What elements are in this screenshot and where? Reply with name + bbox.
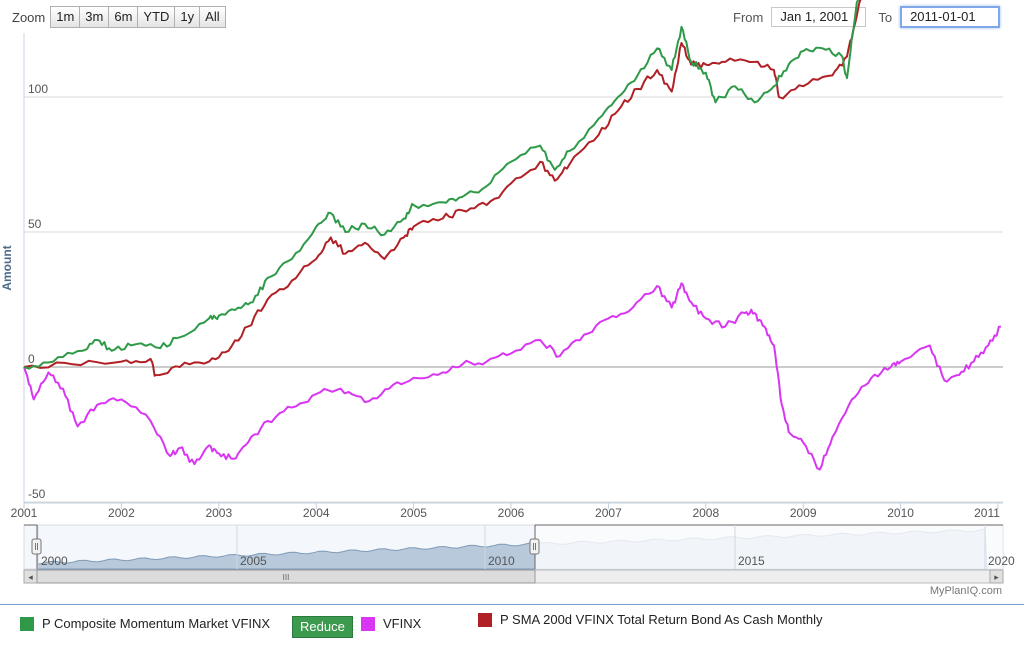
x-tick-label: 2008 (692, 506, 719, 520)
zoom-6m-button[interactable]: 6m (108, 6, 139, 28)
scrollbar[interactable]: ◂ III ▸ (23, 569, 1004, 584)
series-line-p-composite-momentum-market-vfinx (23, 0, 860, 370)
navigator-tick-label: 2005 (240, 554, 267, 568)
legend-divider (0, 604, 1024, 605)
navigator[interactable]: 2000 2005 2010 2015 2020 (23, 524, 1015, 570)
from-label: From (733, 9, 764, 25)
line-chart: -100-50050100150200 20012002200320042005… (0, 0, 1015, 584)
scroll-right-arrow-icon: ▸ (994, 572, 999, 582)
x-tick-label: 2011 (974, 506, 1000, 520)
legend-swatch-magenta (361, 616, 375, 631)
x-tick-label: 2006 (498, 506, 525, 520)
x-tick-label: 2007 (595, 506, 622, 520)
navigator-tick-labels: 2000 2005 2010 2015 2020 (37, 525, 1015, 569)
legend-item-composite[interactable]: P Composite Momentum Market VFINX (20, 616, 270, 631)
legend: P Composite Momentum Market VFINX Reduce… (0, 612, 1024, 646)
from-date-input[interactable]: Jan 1, 2001 (771, 7, 867, 27)
navigator-unselected-area (534, 528, 988, 570)
date-range: From Jan 1, 2001 To 2011-01-01 (733, 6, 1001, 28)
scroll-left-arrow-icon: ◂ (28, 572, 33, 582)
zoom-1m-button[interactable]: 1m (50, 6, 81, 28)
navigator-tick-label: 2010 (488, 554, 515, 568)
scrollbar-thumb[interactable] (36, 569, 536, 584)
x-tick-label: 2010 (887, 506, 914, 520)
zoom-bar: Zoom 1m 3m 6m YTD 1y All (12, 6, 226, 28)
grid-lines (24, 96, 1003, 503)
y-tick-label: 100 (28, 82, 48, 96)
series-lines (23, 0, 1002, 471)
navigator-tick-label: 2000 (41, 554, 68, 568)
navigator-mask (535, 525, 1003, 569)
scrollbar-grip-icon: III (283, 573, 290, 582)
legend-label-vfinx: VFINX (383, 616, 422, 631)
legend-item-sma[interactable]: P SMA 200d VFINX Total Return Bond As Ca… (478, 612, 823, 627)
zoom-all-button[interactable]: All (199, 6, 226, 28)
x-tick-labels: 2001 2002 2003 2004 2005 2006 2007 2008 2009 2010… (11, 503, 1000, 520)
navigator-tick-label: 2015 (738, 554, 765, 568)
navigator-right-handle[interactable] (529, 538, 540, 555)
legend-label-composite: P Composite Momentum Market VFINX (42, 616, 271, 631)
legend-swatch-green (20, 616, 34, 631)
y-tick-label: 0 (28, 352, 35, 366)
zoom-label: Zoom (12, 9, 46, 25)
chart-credit[interactable]: MyPlanIQ.com (929, 585, 1002, 597)
legend-item-vfinx[interactable]: VFINX (361, 616, 421, 631)
y-tick-label: -50 (28, 487, 46, 501)
y-tick-label: 50 (28, 217, 42, 231)
x-tick-label: 2003 (205, 506, 232, 520)
y-tick-labels: -100-50050100150200 (28, 82, 48, 501)
reduce-button[interactable]: Reduce (292, 616, 353, 638)
x-tick-label: 2002 (108, 506, 135, 520)
series-line-vfinx (23, 282, 1002, 471)
legend-swatch-red (478, 612, 492, 627)
navigator-left-handle[interactable] (31, 538, 42, 555)
x-tick-label: 2001 (11, 506, 38, 520)
to-label: To (878, 9, 893, 25)
navigator-selected-area (36, 542, 536, 570)
navigator-tick-label: 2020 (988, 554, 1015, 568)
to-date-input[interactable]: 2011-01-01 (900, 6, 1001, 28)
x-tick-label: 2005 (400, 506, 427, 520)
series-line-p-sma-200d-vfinx-total-return-bond-as-cash-monthly (23, 0, 862, 377)
x-tick-label: 2004 (303, 506, 330, 520)
scrollbar-right-button[interactable] (989, 569, 1004, 584)
zoom-ytd-button[interactable]: YTD (137, 6, 176, 28)
zoom-1y-button[interactable]: 1y (174, 6, 201, 28)
x-tick-label: 2009 (790, 506, 817, 520)
y-axis-label: Amount (0, 245, 14, 290)
legend-label-sma: P SMA 200d VFINX Total Return Bond As Ca… (500, 612, 823, 627)
